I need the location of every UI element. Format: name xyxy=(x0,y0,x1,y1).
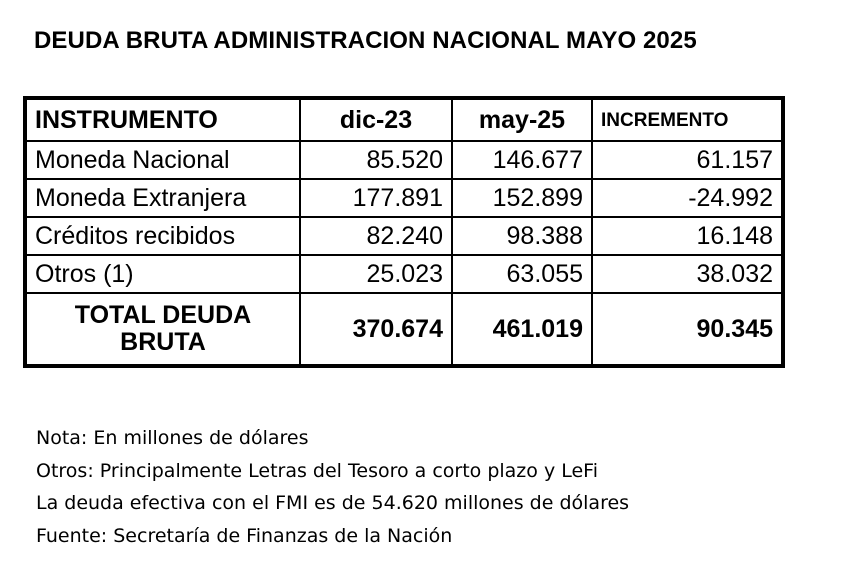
header-instrumento: INSTRUMENTO xyxy=(25,98,301,142)
total-label: TOTAL DEUDA BRUTA xyxy=(25,292,301,366)
cell-incremento: -24.992 xyxy=(591,178,783,218)
header-dic-23: dic-23 xyxy=(299,98,453,142)
cell-may-25: 146.677 xyxy=(451,140,593,180)
cell-incremento: 16.148 xyxy=(591,216,783,256)
cell-may-25: 63.055 xyxy=(451,254,593,294)
cell-dic-23: 177.891 xyxy=(299,178,453,218)
debt-table: INSTRUMENTO dic-23 may-25 INCREMENTO Mon… xyxy=(23,96,785,368)
notes-block: Nota: En millones de dólares Otros: Prin… xyxy=(36,422,629,552)
total-may-25: 461.019 xyxy=(451,292,593,366)
header-may-25: may-25 xyxy=(451,98,593,142)
table-row: Moneda Extranjera 177.891 152.899 -24.99… xyxy=(25,178,783,218)
row-label: Otros (1) xyxy=(25,254,301,294)
note-units: Nota: En millones de dólares xyxy=(36,427,309,449)
cell-may-25: 152.899 xyxy=(451,178,593,218)
note-fmi: La deuda efectiva con el FMI es de 54.62… xyxy=(36,492,630,514)
page-title: DEUDA BRUTA ADMINISTRACION NACIONAL MAYO… xyxy=(34,27,697,54)
note-otros: Otros: Principalmente Letras del Tesoro … xyxy=(36,459,598,482)
note-source: Fuente: Secretaría de Finanzas de la Nac… xyxy=(36,524,453,547)
header-incremento: INCREMENTO xyxy=(591,98,783,142)
row-label: Créditos recibidos xyxy=(25,216,301,256)
total-incremento: 90.345 xyxy=(591,292,783,366)
table-row: Moneda Nacional 85.520 146.677 61.157 xyxy=(25,140,783,180)
table-total-row: TOTAL DEUDA BRUTA 370.674 461.019 90.345 xyxy=(25,292,783,366)
cell-dic-23: 82.240 xyxy=(299,216,453,256)
cell-incremento: 61.157 xyxy=(591,140,783,180)
table-header-row: INSTRUMENTO dic-23 may-25 INCREMENTO xyxy=(25,98,783,142)
table-row: Créditos recibidos 82.240 98.388 16.148 xyxy=(25,216,783,256)
cell-incremento: 38.032 xyxy=(591,254,783,294)
cell-may-25: 98.388 xyxy=(451,216,593,256)
total-dic-23: 370.674 xyxy=(299,292,453,366)
cell-dic-23: 85.520 xyxy=(299,140,453,180)
row-label: Moneda Extranjera xyxy=(25,178,301,218)
table-row: Otros (1) 25.023 63.055 38.032 xyxy=(25,254,783,294)
row-label: Moneda Nacional xyxy=(25,140,301,180)
cell-dic-23: 25.023 xyxy=(299,254,453,294)
